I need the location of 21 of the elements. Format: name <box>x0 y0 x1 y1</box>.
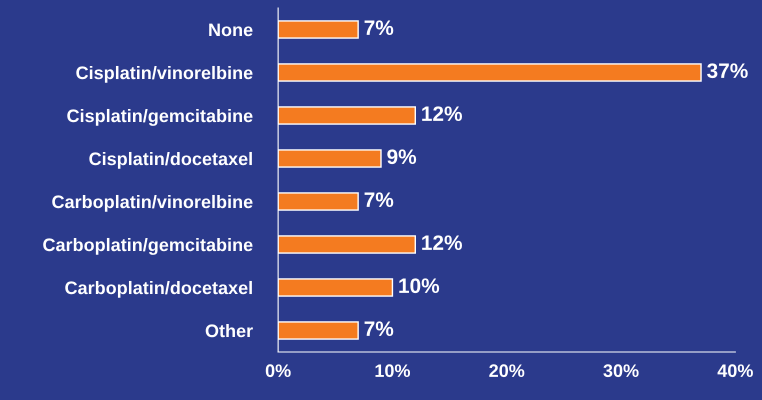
y-tick-label: Cisplatin/vinorelbine <box>76 66 253 83</box>
data-label: 12% <box>422 235 462 250</box>
y-tick-label: Cisplatin/docetaxel <box>89 152 252 169</box>
y-tick-label: Carboplatin/gemcitabine <box>43 238 253 255</box>
y-tick-label: None <box>209 24 253 36</box>
y-tick-label: Cisplatin/gemcitabine <box>67 108 253 126</box>
y-tick-label: Other <box>206 324 253 338</box>
x-tick-label: 0% <box>266 364 291 378</box>
data-label: 37% <box>707 63 748 78</box>
x-tick-label: 10% <box>376 364 410 378</box>
data-label: 12% <box>422 106 462 122</box>
data-label: 7% <box>364 192 394 208</box>
x-tick-label: 20% <box>489 364 524 378</box>
data-label: 10% <box>399 278 440 294</box>
y-tick-label: Carboplatin/vinorelbine <box>52 194 253 212</box>
y-tick-label: Carboplatin/docetaxel <box>65 280 252 298</box>
x-tick-label: 30% <box>603 364 639 378</box>
data-label: 7% <box>364 321 394 336</box>
x-tick-label: 40% <box>718 364 753 378</box>
data-label: 7% <box>364 20 394 36</box>
data-label: 9% <box>387 149 416 164</box>
